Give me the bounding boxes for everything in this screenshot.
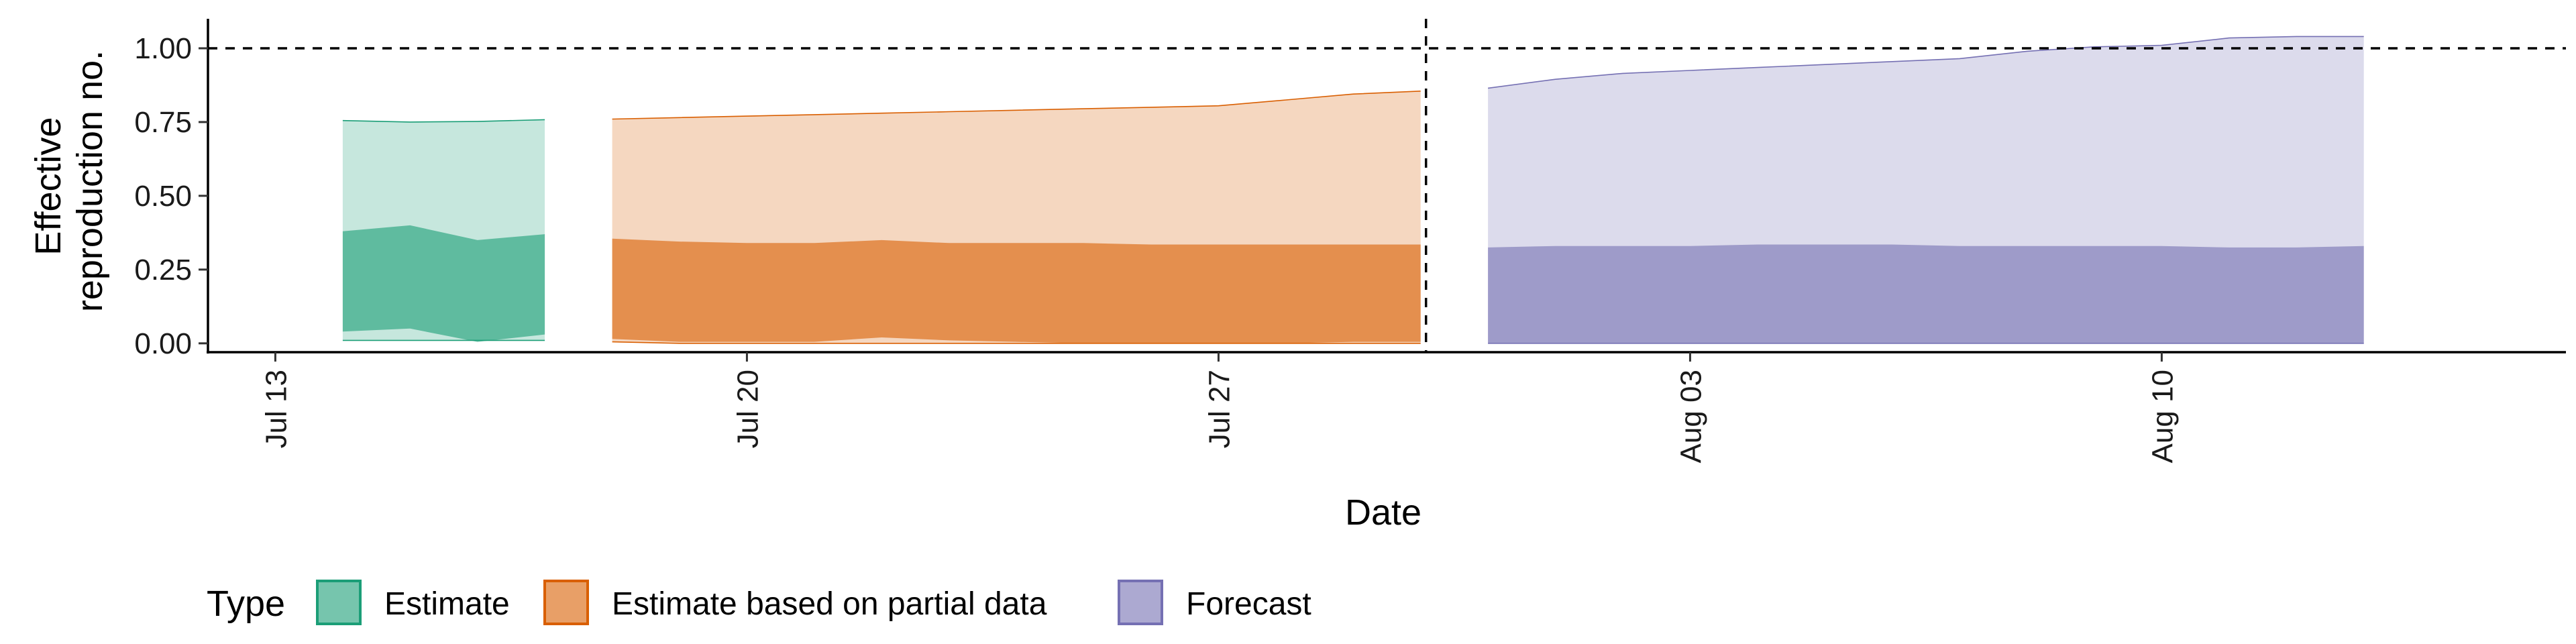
upper-edge-line — [612, 91, 1421, 120]
inner-band — [612, 238, 1421, 343]
legend-title: Type — [207, 584, 285, 624]
x-tick-label: Jul 27 — [1203, 370, 1236, 448]
axes: 0.00 0.25 0.50 0.75 1.00 Jul 13 Jul 20 Jul 27 Au… — [134, 19, 2566, 463]
x-tick-label: Jul 13 — [260, 370, 292, 448]
legend: Type Estimate Estimate based on partial da… — [207, 580, 1311, 625]
y-axis-title-line-1: Effective — [28, 117, 68, 255]
x-axis-title: Date — [1345, 492, 1421, 533]
legend-label: Estimate — [384, 586, 510, 622]
x-tick-label: Jul 20 — [731, 370, 764, 448]
upper-edge-line — [1487, 36, 2364, 89]
lower-edge-line — [612, 341, 1421, 344]
x-tick-label: Aug 03 — [1674, 370, 1707, 463]
x-tick-label: Aug 10 — [2146, 370, 2179, 463]
inner-band — [1488, 244, 2364, 343]
series-forecast — [1487, 36, 2364, 344]
legend-key — [1118, 580, 1163, 625]
y-tick-label: 0.00 — [134, 327, 192, 360]
upper-edge-line — [342, 119, 545, 123]
y-tick-label: 1.00 — [134, 32, 192, 65]
legend-label: Estimate based on partial data — [612, 586, 1047, 622]
y-axis-title: Effective reproduction no. — [28, 50, 110, 312]
reference-lines — [208, 19, 2566, 352]
y-axis-title-line-2: reproduction no. — [70, 50, 110, 312]
series-estimate-based-on-partial-data — [612, 91, 1421, 344]
series-estimate — [342, 119, 545, 342]
inner-band — [342, 225, 545, 342]
y-tick-label: 0.75 — [134, 106, 192, 139]
y-tick-label: 0.50 — [134, 180, 192, 213]
legend-key — [543, 580, 589, 625]
legend-label: Forecast — [1186, 586, 1311, 622]
y-tick-label: 0.25 — [134, 254, 192, 286]
legend-key — [316, 580, 362, 625]
band-layer — [342, 36, 2364, 344]
